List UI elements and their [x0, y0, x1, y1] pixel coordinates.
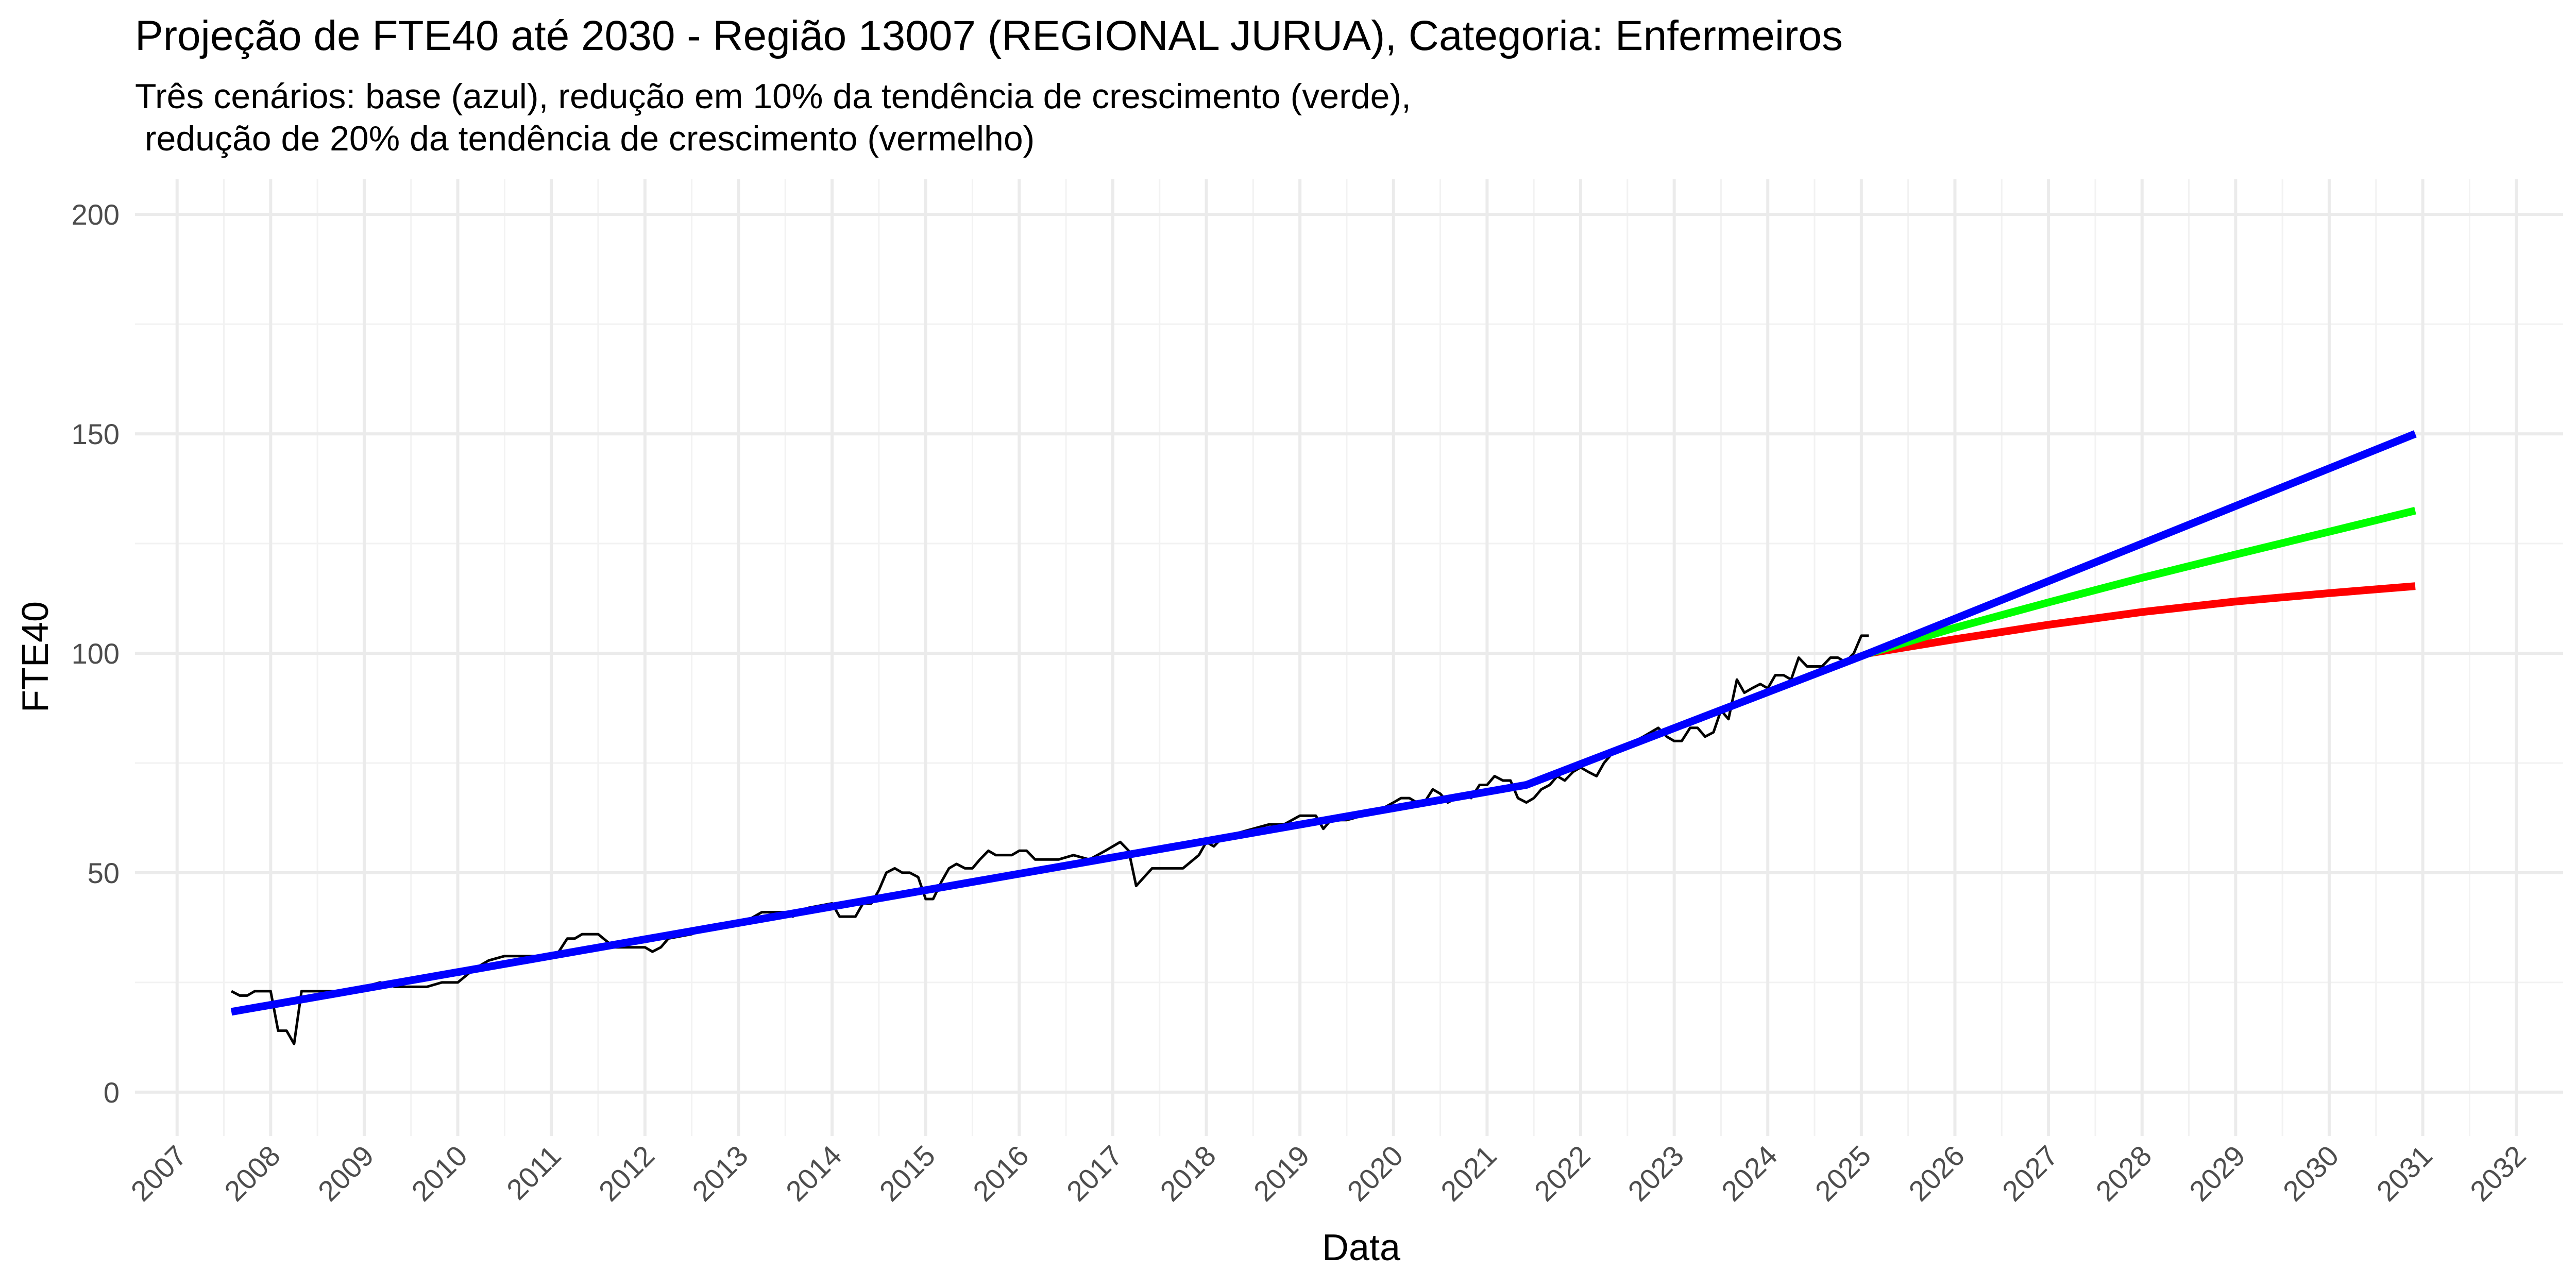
- y-tick-label: 50: [88, 857, 120, 889]
- y-tick-label: 100: [72, 637, 120, 670]
- series-line-base: [230, 430, 2417, 1016]
- y-axis-tick-labels: 0 50 100 150 200: [72, 198, 120, 1109]
- major-gridlines: [135, 179, 2563, 1136]
- minor-gridlines: [135, 179, 2563, 1136]
- series-line-reduction-20: [1868, 582, 2416, 657]
- y-tick-label: 200: [72, 198, 120, 231]
- series-layer: [230, 430, 2417, 1045]
- y-axis-title: FTE40: [15, 601, 56, 713]
- series-line-reduction-10: [1868, 506, 2416, 657]
- y-tick-label: 150: [72, 418, 120, 450]
- chart-subtitle-line-1: Três cenários: base (azul), redução em 1…: [135, 77, 1411, 116]
- chart-title: Projeção de FTE40 até 2030 - Região 1300…: [135, 12, 1843, 59]
- series-line-observed: [230, 634, 1869, 1045]
- chart-subtitle-line-2: redução de 20% da tendência de crescimen…: [135, 119, 1035, 158]
- y-tick-label: 0: [104, 1076, 120, 1109]
- x-axis-title: Data: [1322, 1227, 1401, 1268]
